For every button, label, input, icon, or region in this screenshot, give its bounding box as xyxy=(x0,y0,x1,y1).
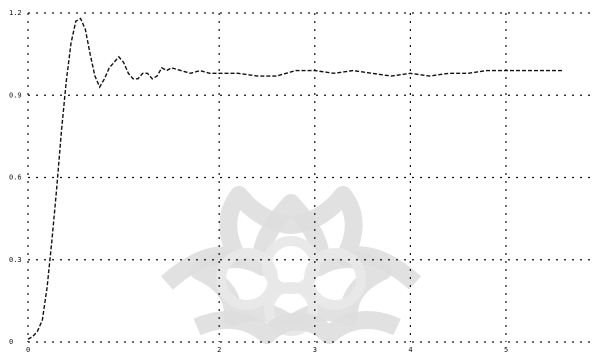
y-tick-label-4: 1.2 xyxy=(9,9,22,17)
tick-layer: 0 0.3 0.6 0.9 1.2 0 2 3 4 5 xyxy=(9,9,508,354)
series-layer xyxy=(27,17,564,340)
x-tick-label-2: 3 xyxy=(313,346,317,354)
y-tick-label-0: 0 xyxy=(9,338,13,346)
x-tick-label-0: 0 xyxy=(26,346,30,354)
x-tick-label-3: 4 xyxy=(408,346,412,354)
y-tick-label-1: 0.3 xyxy=(9,256,22,264)
y-tick-label-3: 0.9 xyxy=(9,91,22,99)
x-tick-label-4: 5 xyxy=(504,346,508,354)
y-tick-label-2: 0.6 xyxy=(9,174,22,182)
x-tick-label-1: 2 xyxy=(217,346,221,354)
watermark-logo xyxy=(160,186,422,344)
series-line-0 xyxy=(27,17,564,340)
